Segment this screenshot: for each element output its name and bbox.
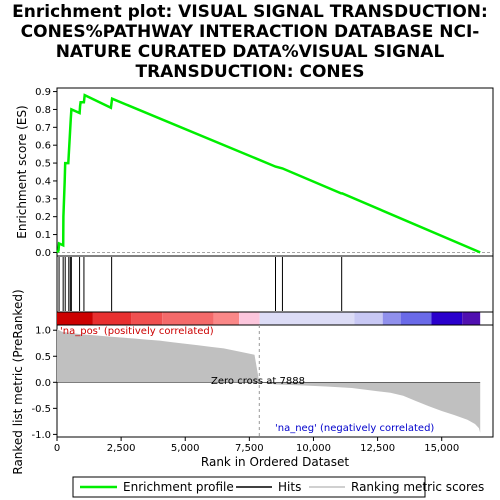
heat-bar-segment xyxy=(382,312,401,325)
chart-title: Enrichment plot: VISUAL SIGNAL TRANSDUCT… xyxy=(0,2,500,82)
hits-panel xyxy=(56,255,494,313)
heat-bar-segment xyxy=(92,312,132,325)
heat-bar-segment xyxy=(400,312,432,325)
ranking-metric-area xyxy=(57,329,481,433)
heat-bar-segment xyxy=(57,312,93,325)
chart-title-line-1: Enrichment plot: VISUAL SIGNAL TRANSDUCT… xyxy=(12,2,488,22)
heat-bar-segment xyxy=(131,312,163,325)
chart-title-line-3: NATURE CURATED DATA%VISUAL SIGNAL xyxy=(55,42,445,62)
metric-y-tick-label: 0.0 xyxy=(35,378,51,389)
es-y-tick-label: 0.6 xyxy=(35,141,51,152)
x-tick-label: 12,500 xyxy=(360,443,395,454)
x-axis-label: Rank in Ordered Dataset xyxy=(201,455,349,469)
x-tick-label: 5,000 xyxy=(171,443,200,454)
es-y-tick-label: 0.5 xyxy=(35,159,51,170)
heat-bar-segment xyxy=(213,312,240,325)
pos-correlated-label: 'na_pos' (positively correlated) xyxy=(60,326,214,337)
metric-y-tick-label: 1.0 xyxy=(35,326,51,337)
enrichment-profile-line xyxy=(56,93,481,254)
zero-cross-label: Zero cross at 7888 xyxy=(211,376,305,387)
es-y-tick-label: 0.3 xyxy=(35,194,51,205)
metric-y-tick-label: 0.5 xyxy=(35,352,51,363)
neg-correlated-label: 'na_neg' (negatively correlated) xyxy=(275,423,434,434)
heat-bar-segment xyxy=(354,312,383,325)
heat-bar-segment xyxy=(431,312,463,325)
legend-enrichment-label: Enrichment profile xyxy=(123,480,234,494)
legend-hits-label: Hits xyxy=(278,480,301,494)
es-y-tick-label: 0.9 xyxy=(35,87,51,98)
heat-bar-segment xyxy=(162,312,214,325)
heat-bar-segment xyxy=(462,312,481,325)
legend-ranking-label: Ranking metric scores xyxy=(351,480,484,494)
es-y-tick-label: 0.2 xyxy=(35,212,51,223)
chart-title-line-2: CONES%PATHWAY INTERACTION DATABASE NCI- xyxy=(20,22,480,42)
es-y-axis-label: Enrichment score (ES) xyxy=(15,105,29,238)
x-tick-label: 2,500 xyxy=(107,443,136,454)
x-tick-label: 7,500 xyxy=(235,443,264,454)
es-y-tick-label: 0.0 xyxy=(35,248,51,259)
metric-y-tick-label: -1.0 xyxy=(31,430,51,441)
metric-y-axis-label: Ranked list metric (PreRanked) xyxy=(11,289,25,474)
heat-bar-segment xyxy=(259,312,355,325)
x-tick-label: 0 xyxy=(54,443,60,454)
x-tick-label: 15,000 xyxy=(424,443,459,454)
heat-bar-segment xyxy=(239,312,260,325)
es-y-tick-label: 0.8 xyxy=(35,105,51,116)
es-y-tick-label: 0.4 xyxy=(35,176,51,187)
chart-title-line-4: TRANSDUCTION: CONES xyxy=(135,62,365,82)
metric-y-tick-label: -0.5 xyxy=(31,404,51,415)
es-y-tick-label: 0.1 xyxy=(35,230,51,241)
x-tick-label: 10,000 xyxy=(296,443,331,454)
es-y-tick-label: 0.7 xyxy=(35,123,51,134)
